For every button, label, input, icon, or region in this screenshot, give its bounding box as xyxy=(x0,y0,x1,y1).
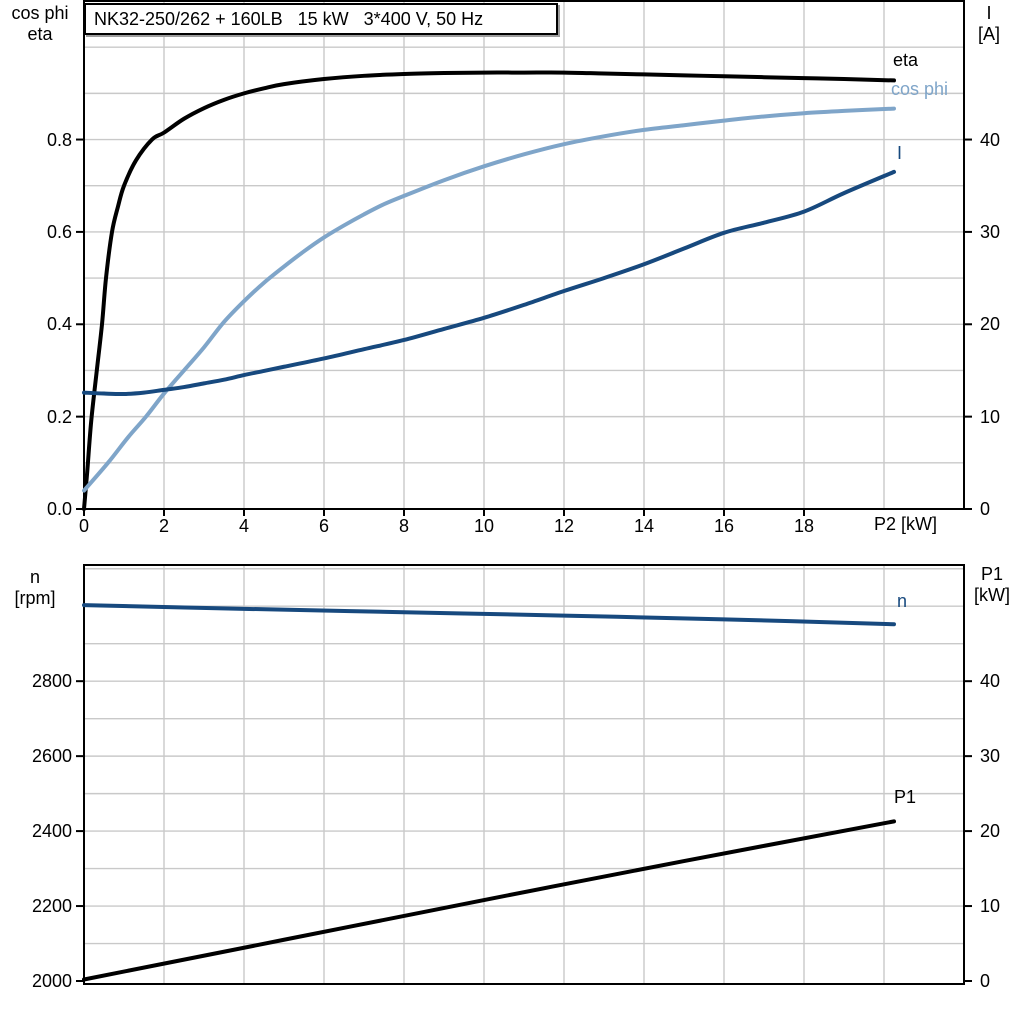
bottom-right-axis-label: P1 [kW] xyxy=(964,564,1020,606)
n-curve xyxy=(82,603,896,627)
right-axis-tick-label: 10 xyxy=(980,896,1001,917)
left-axis-tick-label: 0.6 xyxy=(46,221,72,242)
cos-phi-curve xyxy=(82,106,896,493)
i-curve xyxy=(82,169,896,397)
p1-curve-label: P1 xyxy=(894,787,917,807)
left-axis-tick-label: 0.8 xyxy=(46,129,72,150)
plot-frame xyxy=(83,564,965,985)
right-axis-tick-label: 20 xyxy=(980,314,1001,335)
x-axis-tick-label: 18 xyxy=(793,516,815,536)
left-axis-tick-label: 2400 xyxy=(31,821,72,842)
right-axis-tick-label: 0 xyxy=(980,499,991,519)
top-right-axis-label: I [A] xyxy=(964,3,1014,45)
right-axis-label-amps: [A] xyxy=(977,24,1000,44)
left-axis-label-n: n xyxy=(29,567,40,587)
x-axis-tick-label: 8 xyxy=(398,516,409,536)
right-axis-tick-label: 0 xyxy=(980,971,991,991)
cos-phi-curve-label: cos phi xyxy=(891,79,949,99)
right-axis-tick-label: 20 xyxy=(980,821,1001,842)
left-axis-tick-label: 0.4 xyxy=(46,314,72,335)
x-axis-tick-label: 6 xyxy=(318,516,329,536)
left-axis-label-eta: eta xyxy=(27,24,53,44)
p1-curve xyxy=(82,819,896,982)
left-axis-tick-label: 2800 xyxy=(31,671,72,692)
x-axis-tick-label: 14 xyxy=(633,516,655,536)
x-axis-tick-label: 12 xyxy=(553,516,575,536)
right-axis-label-kw: [kW] xyxy=(974,585,1010,605)
top-left-axis-label: cos phi eta xyxy=(2,3,78,45)
bottom-left-axis-label: n [rpm] xyxy=(2,567,68,609)
right-axis-tick-label: 30 xyxy=(980,746,1001,767)
right-axis-tick-label: 10 xyxy=(980,406,1001,427)
x-axis-tick-label: 10 xyxy=(473,516,495,536)
chart-title: NK32-250/262 + 160LB 15 kW 3*400 V, 50 H… xyxy=(94,9,484,29)
left-axis-tick-label: 2600 xyxy=(31,746,72,767)
speed-curve-label: n xyxy=(897,591,908,611)
x-axis-label-p2: P2 [kW] xyxy=(874,514,938,534)
left-axis-label-cos-phi: cos phi xyxy=(11,3,69,23)
left-axis-tick-label: 2000 xyxy=(31,971,72,991)
right-axis-tick-label: 30 xyxy=(980,221,1001,242)
chart-title-box: NK32-250/262 + 160LB 15 kW 3*400 V, 50 H… xyxy=(84,3,558,35)
current-curve-label: I xyxy=(897,143,903,163)
eta-curve-label: eta xyxy=(893,50,919,70)
x-axis-tick-label: 16 xyxy=(713,516,735,536)
x-axis-tick-label: 2 xyxy=(158,516,169,536)
right-axis-tick-label: 40 xyxy=(980,671,1001,692)
x-axis-tick-label: 0 xyxy=(78,516,89,536)
left-axis-tick-label: 0.2 xyxy=(46,406,72,427)
left-axis-label-rpm: [rpm] xyxy=(14,588,56,608)
left-axis-tick-label: 0.0 xyxy=(46,499,72,519)
left-axis-tick-label: 2200 xyxy=(31,896,72,917)
eta-curve xyxy=(82,70,896,511)
right-axis-label-I: I xyxy=(986,3,992,23)
x-axis-tick-label: 4 xyxy=(238,516,249,536)
right-axis-label-p1: P1 xyxy=(980,564,1004,584)
right-axis-tick-label: 40 xyxy=(980,129,1001,150)
